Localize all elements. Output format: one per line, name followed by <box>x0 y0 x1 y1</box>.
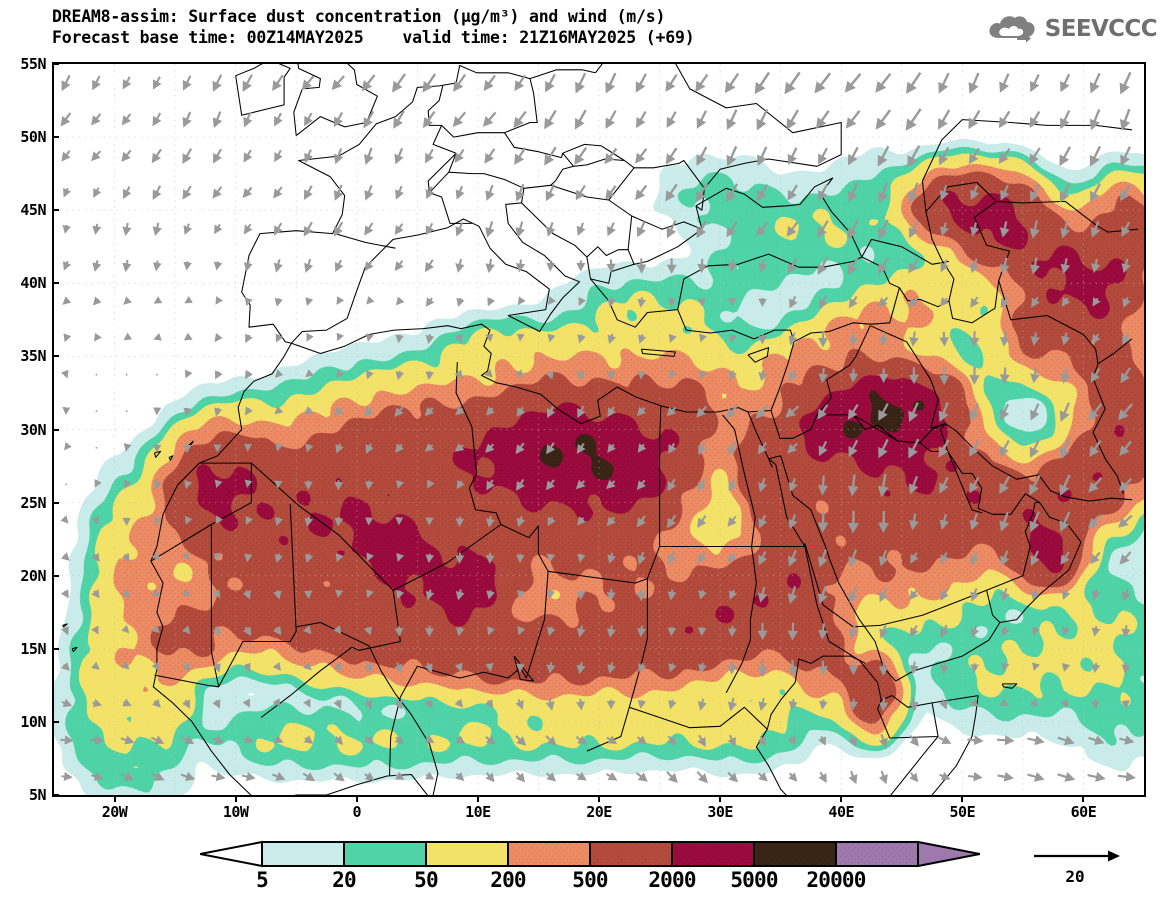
ytick-label: 45N <box>2 201 46 219</box>
xtick-label: 40E <box>811 803 871 821</box>
dust-concentration-map <box>54 64 1144 795</box>
colorbar-labels: 5 20 50 200 500 2000 5000 20000 <box>200 868 980 900</box>
xtick-mark <box>477 795 479 802</box>
ytick-label: 40N <box>2 274 46 292</box>
ytick-label: 5N <box>2 786 46 804</box>
xtick-label: 0 <box>327 803 387 821</box>
xtick-mark <box>598 795 600 802</box>
xtick-mark <box>1082 795 1084 802</box>
xtick-label: 10E <box>448 803 508 821</box>
seevccc-logo: SEEVCCC <box>986 12 1157 46</box>
xtick-label: 10W <box>206 803 266 821</box>
ytick-label: 35N <box>2 347 46 365</box>
map-plot-area <box>52 62 1146 797</box>
ytick-mark <box>52 721 59 723</box>
logo-text: SEEVCCC <box>1045 16 1157 42</box>
xtick-label: 20W <box>85 803 145 821</box>
colorbar: 5 20 50 200 500 2000 5000 20000 <box>200 840 980 902</box>
ytick-mark <box>52 648 59 650</box>
xtick-label: 50E <box>932 803 992 821</box>
ytick-mark <box>52 794 59 796</box>
xtick-mark <box>356 795 358 802</box>
ytick-label: 25N <box>2 494 46 512</box>
ytick-label: 30N <box>2 421 46 439</box>
xtick-mark <box>235 795 237 802</box>
ytick-mark <box>52 355 59 357</box>
xtick-mark <box>719 795 721 802</box>
xtick-mark <box>840 795 842 802</box>
wind-scale-reference: 20 <box>1030 845 1150 895</box>
ytick-mark <box>52 63 59 65</box>
ytick-mark <box>52 209 59 211</box>
chart-title-block: DREAM8-assim: Surface dust concentration… <box>52 6 952 48</box>
xtick-mark <box>961 795 963 802</box>
xtick-label: 30E <box>690 803 750 821</box>
ytick-label: 50N <box>2 128 46 146</box>
cloud-icon <box>986 12 1038 46</box>
ytick-label: 10N <box>2 713 46 731</box>
wind-reference-arrow-icon <box>1030 845 1125 867</box>
ytick-mark <box>52 282 59 284</box>
ytick-mark <box>52 136 59 138</box>
xtick-label: 20E <box>569 803 629 821</box>
colorbar-bands <box>200 840 980 870</box>
wind-reference-label: 20 <box>1030 867 1120 886</box>
ytick-label: 20N <box>2 567 46 585</box>
ytick-mark <box>52 502 59 504</box>
ytick-mark <box>52 575 59 577</box>
ytick-label: 15N <box>2 640 46 658</box>
xtick-mark <box>114 795 116 802</box>
xtick-label: 60E <box>1053 803 1113 821</box>
title-line-times: Forecast base time: 00Z14MAY2025 valid t… <box>52 27 952 48</box>
ytick-label: 55N <box>2 55 46 73</box>
ytick-mark <box>52 429 59 431</box>
title-line-variable: DREAM8-assim: Surface dust concentration… <box>52 6 952 27</box>
colorbar-tick-label: 20000 <box>781 868 891 892</box>
